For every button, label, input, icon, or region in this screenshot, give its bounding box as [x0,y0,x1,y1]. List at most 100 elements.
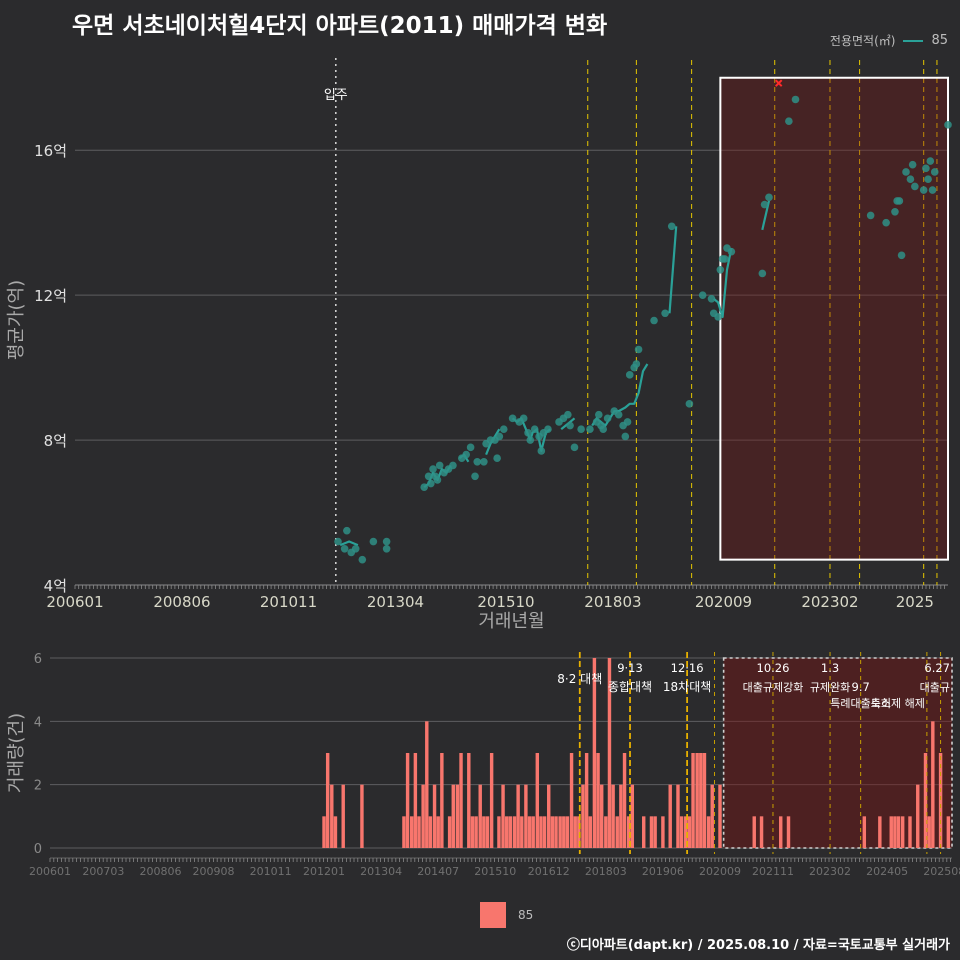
policy-name-label: 종합대책 [608,679,652,694]
price-point [926,157,935,165]
volume-bar [482,816,486,848]
price-point [586,425,594,434]
volume-bar [931,721,935,848]
volume-bar [565,816,570,848]
price-point [634,345,643,354]
x-tick-label: 201803 [584,593,641,611]
price-line-segment [713,247,733,318]
volume-bar [360,784,364,848]
volume-bar [322,816,326,848]
volume-bar [676,784,680,848]
volume-bar [752,816,756,848]
volume-x-tick-label: 201612 [528,865,570,878]
volume-bar [592,658,597,848]
volume-bar [759,816,764,848]
volume-x-tick-label: 200703 [82,865,124,878]
price-point [614,410,623,419]
volume-bar [619,784,623,848]
y-axis-title: 평균가(억) [6,280,27,360]
move-in-label: 입주 [324,88,348,103]
price-point [462,450,470,459]
volume-bar [908,816,912,848]
volume-bar [900,816,905,848]
volume-x-tick-label: 201906 [642,865,684,878]
volume-bar [333,816,338,848]
price-point [930,168,939,176]
price-point [785,117,793,126]
price-point [524,429,532,437]
price-point [358,555,367,564]
price-point [919,186,928,194]
policy-name-label: 18차대책 [663,679,711,694]
price-point [698,291,707,299]
price-point [716,265,725,274]
x-axis-title: 거래년월 [478,611,544,632]
price-point [791,95,800,104]
price-point [924,175,932,184]
policy-date-label: 10.26 [757,661,790,675]
price-point [944,121,952,129]
volume-x-tick-label: 201407 [417,865,459,878]
price-point [661,309,669,318]
price-point [473,458,482,466]
volume-bar [501,784,505,848]
volume-bar [489,753,494,848]
price-point [433,476,442,484]
volume-bar [436,816,440,848]
volume-bar [542,816,547,848]
price-point [882,218,890,227]
price-point [922,164,930,173]
volume-bar [330,784,334,848]
price-point [471,472,479,481]
price-point [537,447,546,455]
volume-bar [588,816,592,848]
volume-y-tick-label: 6 [34,652,42,667]
policy-date-label: 1.3 [821,661,839,675]
volume-bar [428,816,433,848]
x-tick-label: 201011 [260,593,317,611]
x-tick-label: 201510 [477,593,534,611]
y-tick-label: 8억 [44,432,67,450]
price-point [621,432,630,441]
volume-bar [938,753,943,848]
x-tick-label: 200806 [153,593,210,611]
volume-bar [615,816,619,848]
volume-bar [687,816,692,848]
price-point [449,461,457,470]
price-point [530,425,539,434]
price-point [351,544,360,553]
price-point [727,247,736,256]
policy-name-label: 8·2 대책 [557,671,602,686]
price-point [334,537,342,546]
volume-bar [699,753,703,848]
y-tick-label: 4억 [44,577,67,595]
price-point [714,313,722,321]
price-point [720,255,729,263]
volume-y-tick-label: 4 [34,715,42,730]
volume-bar [653,816,657,848]
volume-bar [504,816,509,848]
price-point [928,186,937,194]
volume-bar [786,816,791,848]
x-tick-label: 201304 [367,593,424,611]
policy-date-label: 12·16 [671,661,704,675]
volume-bar [455,784,460,848]
price-point [632,360,641,368]
price-point [758,269,767,278]
volume-bar [923,753,928,848]
volume-bar [630,784,635,848]
price-point [897,251,906,260]
volume-bar [447,816,452,848]
volume-bar [569,753,574,848]
volume-bar [607,658,612,848]
y-tick-label: 12억 [34,287,67,305]
price-point [526,436,535,444]
volume-bar [577,816,581,848]
x-tick-label: 2025 [896,593,934,611]
volume-y-axis-title: 거래량(건) [6,713,27,793]
volume-y-tick-label: 2 [34,779,42,794]
price-point [495,432,504,441]
volume-x-tick-label: 201011 [250,865,292,878]
